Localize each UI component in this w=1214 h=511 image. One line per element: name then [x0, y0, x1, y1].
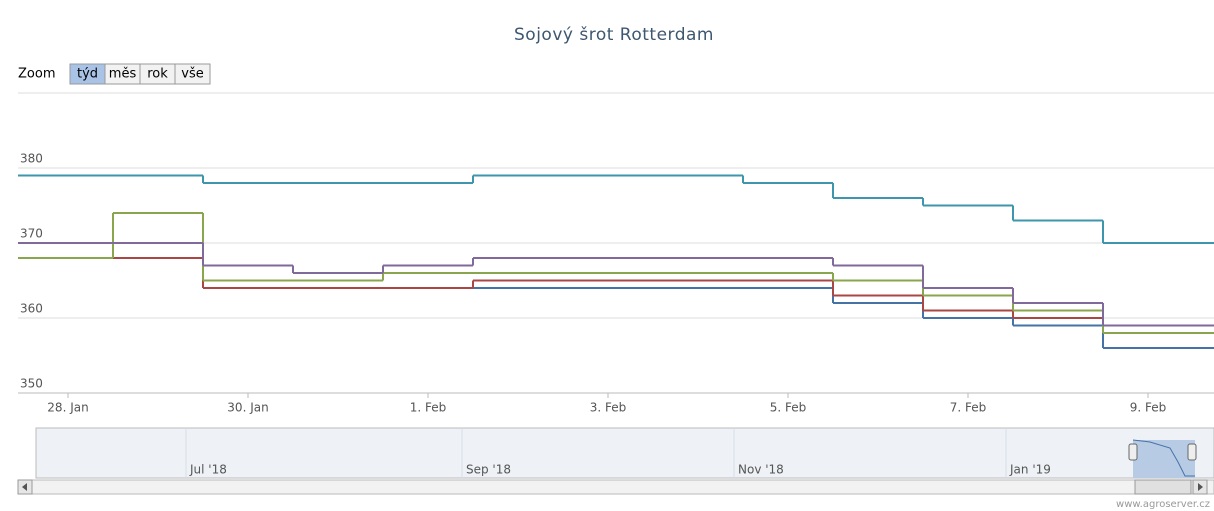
x-tick-label: 9. Feb: [1130, 401, 1167, 415]
navigator-line: [1132, 439, 1195, 477]
navigator-label: Jul '18: [189, 463, 227, 477]
zoom-button-label: měs: [109, 67, 137, 82]
credit: www.agroserver.cz: [1116, 499, 1210, 510]
y-tick-label: 380: [20, 152, 43, 166]
scrollbar[interactable]: [17, 479, 1214, 495]
navigator-labels: Jul '18 Sep '18 Nov '18 Jan '19: [185, 428, 1051, 478]
zoom-button[interactable]: měs: [104, 63, 141, 85]
zoom-button[interactable]: týd: [69, 63, 106, 85]
x-tick-label: 28. Jan: [47, 401, 88, 415]
zoom-button-bg: [174, 63, 211, 85]
navigator-label: Sep '18: [466, 463, 511, 477]
zoom-button-label: týd: [77, 67, 98, 82]
scroll-thumb[interactable]: [1134, 479, 1192, 495]
x-tick-label: 3. Feb: [590, 401, 627, 415]
x-tick-label: 5. Feb: [770, 401, 807, 415]
plot: 350 360 370 380 28. Jan 30. Jan 1. Feb 3. Feb 5.…: [18, 152, 1214, 415]
chart-title: Sojový šrot Rotterdam: [514, 25, 714, 45]
x-tick-label: 30. Jan: [227, 401, 268, 415]
y-tick-label: 350: [20, 377, 43, 391]
navigator-label: Jan '19: [1009, 463, 1051, 477]
zoom-button[interactable]: vše: [174, 63, 211, 85]
zoom-button-label: vše: [181, 67, 203, 82]
zoom-buttons: týd měs rok vše: [69, 63, 211, 85]
navigator-handle[interactable]: [1187, 443, 1197, 461]
zoom-label: Zoom: [18, 67, 55, 82]
y-tick-label: 370: [20, 227, 43, 241]
arrow: [22, 483, 27, 491]
x-tick-label: 1. Feb: [410, 401, 447, 415]
arrow: [1198, 483, 1203, 491]
zoom-button-label: rok: [147, 67, 168, 82]
navigator-label: Nov '18: [738, 463, 784, 477]
x-tick-label: 7. Feb: [950, 401, 987, 415]
navigator-handle[interactable]: [1128, 443, 1138, 461]
zoom-button[interactable]: rok: [139, 63, 176, 85]
navigator: [35, 427, 1214, 479]
y-tick-label: 360: [20, 302, 43, 316]
